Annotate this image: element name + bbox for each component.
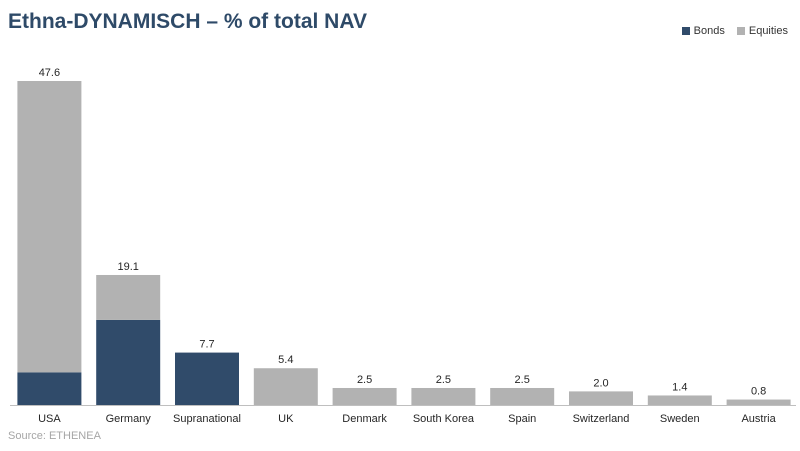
legend-label-equities: Equities	[748, 25, 788, 37]
category-label-germany: Germany	[106, 413, 152, 425]
chart-title: Ethna-DYNAMISCH – % of total NAV	[8, 10, 367, 33]
category-label-spain: Spain	[508, 413, 536, 425]
category-label-austria: Austria	[741, 413, 776, 425]
legend-item-equities: Equities	[736, 25, 788, 37]
bar-equities-austria	[726, 399, 791, 405]
bar-equities-spain	[490, 387, 555, 405]
bar-equities-sweden	[647, 395, 712, 405]
data-label-sweden: 1.4	[672, 381, 687, 393]
data-label-usa: 47.6	[39, 67, 60, 79]
bar-equities-switzerland	[569, 391, 633, 405]
source-note: Source: ETHENEA	[8, 430, 101, 442]
data-label-denmark: 2.5	[357, 374, 372, 386]
data-label-uk: 5.4	[278, 354, 293, 366]
bar-equities-south-korea	[411, 387, 476, 405]
category-label-uk: UK	[278, 413, 294, 425]
legend-label-bonds: Bonds	[693, 25, 725, 37]
bar-bonds-supranational	[175, 352, 239, 405]
legend-swatch-equities	[736, 27, 745, 35]
bar-equities-uk	[253, 368, 318, 405]
legend: Bonds Equities	[681, 25, 788, 37]
data-label-supranational: 7.7	[199, 339, 214, 351]
category-label-denmark: Denmark	[342, 413, 387, 425]
category-label-switzerland: Switzerland	[573, 413, 630, 425]
category-label-supranational: Supranational	[173, 413, 241, 425]
bar-bonds-usa	[17, 372, 82, 405]
category-label-south-korea: South Korea	[413, 413, 475, 425]
data-label-south-korea: 2.5	[436, 374, 451, 386]
data-label-germany: 19.1	[117, 261, 138, 273]
legend-item-bonds: Bonds	[681, 25, 725, 37]
data-label-switzerland: 2.0	[593, 377, 608, 389]
legend-swatch-bonds	[681, 27, 690, 35]
category-label-sweden: Sweden	[660, 413, 700, 425]
bar-equities-germany	[96, 274, 161, 320]
data-label-spain: 2.5	[515, 374, 530, 386]
category-label-usa: USA	[38, 413, 61, 425]
bar-equities-usa	[17, 81, 82, 373]
bar-equities-denmark	[332, 387, 397, 405]
bar-bonds-germany	[96, 319, 161, 405]
data-label-austria: 0.8	[751, 386, 766, 398]
